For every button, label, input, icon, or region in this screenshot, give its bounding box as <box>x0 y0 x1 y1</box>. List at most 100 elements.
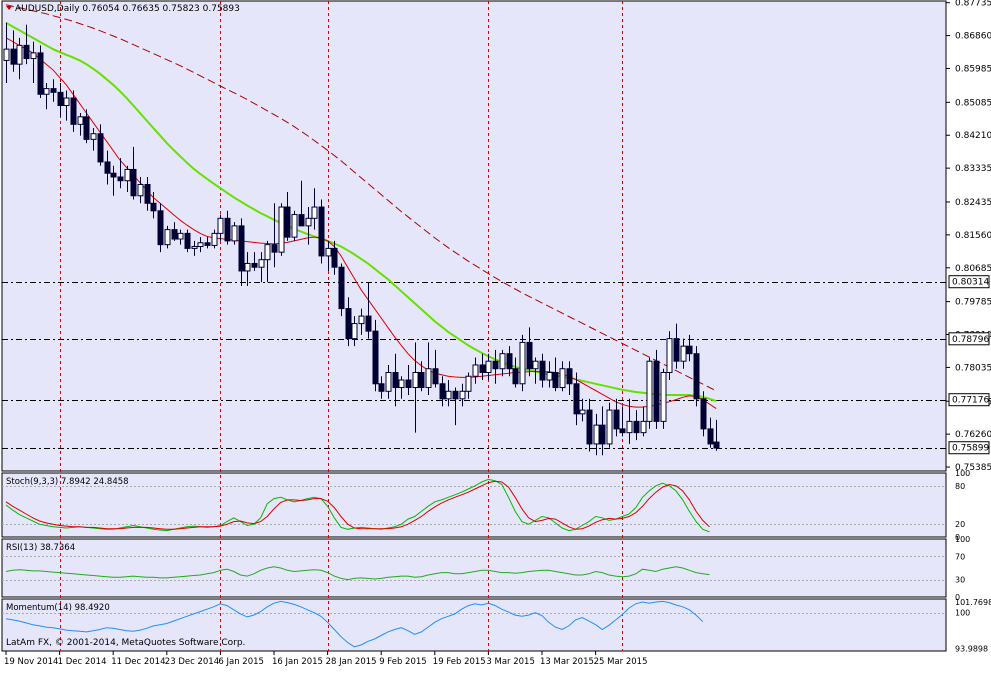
candle[interactable] <box>546 361 553 388</box>
candle[interactable] <box>519 334 526 392</box>
candle[interactable] <box>385 364 392 399</box>
candle[interactable] <box>566 361 573 396</box>
candle[interactable] <box>110 165 117 196</box>
candle[interactable] <box>258 252 265 283</box>
candle[interactable] <box>619 406 626 437</box>
candle[interactable] <box>593 413 600 456</box>
candle[interactable] <box>37 45 44 99</box>
candle[interactable] <box>372 319 379 392</box>
candle[interactable] <box>16 37 23 80</box>
candle[interactable] <box>43 82 50 110</box>
candle[interactable] <box>298 180 305 227</box>
candle[interactable] <box>150 192 157 219</box>
candle[interactable] <box>693 346 700 407</box>
candle[interactable] <box>439 376 446 407</box>
candle[interactable] <box>660 368 667 429</box>
candle[interactable] <box>425 342 432 396</box>
candle[interactable] <box>50 79 57 102</box>
candle[interactable] <box>552 357 559 392</box>
candle[interactable] <box>83 109 90 144</box>
candle[interactable] <box>311 188 318 230</box>
candle[interactable] <box>104 150 111 185</box>
candle[interactable] <box>526 327 533 377</box>
candle[interactable] <box>144 176 151 211</box>
candle[interactable] <box>191 240 198 256</box>
candle[interactable] <box>532 357 539 384</box>
candle[interactable] <box>124 165 131 193</box>
candle[interactable] <box>412 342 419 433</box>
candle[interactable] <box>666 331 673 381</box>
candle[interactable] <box>365 282 372 339</box>
candle[interactable] <box>680 338 687 369</box>
candle[interactable] <box>77 113 84 136</box>
candle[interactable] <box>204 237 211 249</box>
candle[interactable] <box>633 410 640 441</box>
candle[interactable] <box>479 353 486 381</box>
candle[interactable] <box>3 22 10 83</box>
candle[interactable] <box>157 203 164 253</box>
candle[interactable] <box>251 252 258 271</box>
candle[interactable] <box>137 176 144 204</box>
candle[interactable] <box>271 203 278 268</box>
candle[interactable] <box>57 82 64 117</box>
candle[interactable] <box>177 229 184 245</box>
candle[interactable] <box>579 398 586 422</box>
rsi-pane[interactable] <box>1 538 947 598</box>
candle[interactable] <box>700 391 707 437</box>
candle[interactable] <box>559 361 566 392</box>
candle[interactable] <box>492 349 499 384</box>
candle[interactable] <box>70 90 77 132</box>
candle[interactable] <box>97 124 104 166</box>
candle[interactable] <box>264 240 271 283</box>
candle[interactable] <box>405 364 412 396</box>
candle[interactable] <box>472 357 479 384</box>
candle[interactable] <box>432 349 439 388</box>
candle[interactable] <box>224 210 231 245</box>
candle[interactable] <box>653 349 660 429</box>
candle[interactable] <box>10 30 17 72</box>
candle[interactable] <box>452 387 459 426</box>
candle[interactable] <box>418 361 425 392</box>
candle[interactable] <box>392 353 399 407</box>
candle[interactable] <box>398 376 405 399</box>
candle[interactable] <box>338 263 345 317</box>
candle[interactable] <box>284 192 291 241</box>
candle[interactable] <box>673 323 680 369</box>
candle[interactable] <box>171 222 178 241</box>
candle[interactable] <box>345 297 352 347</box>
candle[interactable] <box>231 222 238 245</box>
candle[interactable] <box>217 214 224 241</box>
candle[interactable] <box>130 146 137 200</box>
candle[interactable] <box>613 398 620 437</box>
candle[interactable] <box>640 406 647 437</box>
candle[interactable] <box>117 158 124 189</box>
candle[interactable] <box>707 417 714 448</box>
candle[interactable] <box>291 210 298 241</box>
candle[interactable] <box>499 349 506 377</box>
candle[interactable] <box>512 357 519 388</box>
candle[interactable] <box>244 252 251 287</box>
candle[interactable] <box>626 398 633 444</box>
candle[interactable] <box>686 334 693 362</box>
candle[interactable] <box>23 24 30 65</box>
stoch-pane[interactable] <box>1 472 947 538</box>
candle[interactable] <box>325 240 332 271</box>
candle[interactable] <box>351 316 358 347</box>
candle[interactable] <box>278 203 285 256</box>
candle[interactable] <box>465 372 472 399</box>
candle[interactable] <box>646 357 653 429</box>
candle[interactable] <box>358 308 365 335</box>
candle[interactable] <box>211 229 218 249</box>
candle[interactable] <box>445 380 452 407</box>
candle[interactable] <box>184 229 191 253</box>
symbol-menu-arrow-icon[interactable] <box>6 6 12 10</box>
candle[interactable] <box>318 199 325 264</box>
candle[interactable] <box>599 406 606 456</box>
candle[interactable] <box>606 402 613 448</box>
candle[interactable] <box>305 207 312 245</box>
candle[interactable] <box>238 218 245 287</box>
candle[interactable] <box>30 41 37 83</box>
candle[interactable] <box>63 90 70 121</box>
candle[interactable] <box>586 398 593 452</box>
